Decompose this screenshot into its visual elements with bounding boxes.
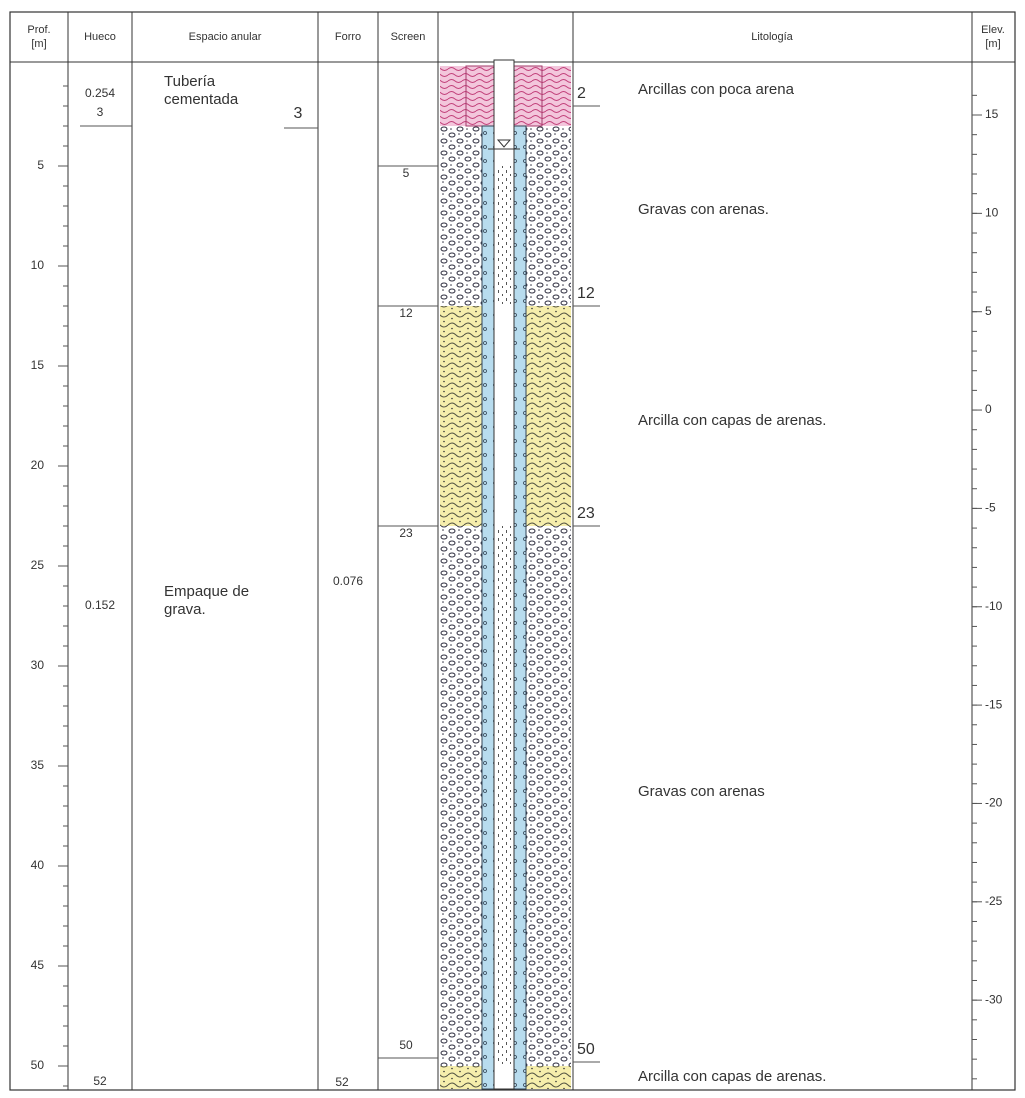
gravel-pack [513, 125, 527, 1090]
screen-depth: 5 [403, 166, 410, 180]
elevation-tick-label: 10 [985, 206, 999, 220]
depth-tick-label: 30 [31, 658, 45, 672]
hole-depth: 3 [97, 105, 104, 119]
hole-diameter: 0.152 [85, 598, 115, 612]
lithology-label: Arcilla con capas de arenas. [638, 1068, 826, 1085]
header-label: Litología [751, 31, 793, 43]
screen-depth: 12 [399, 306, 413, 320]
column-rules [67, 12, 973, 1090]
frame [9, 11, 1016, 1091]
depth-tick-label: 50 [31, 1058, 45, 1072]
elevation-tick-label: -30 [985, 992, 1003, 1006]
boundary-depth: 12 [577, 285, 595, 302]
depth-tick-label: 5 [37, 158, 44, 172]
header-unit: [m] [985, 38, 1000, 50]
header-label: Hueco [84, 31, 116, 43]
elevation-tick-label: -5 [985, 501, 996, 515]
elevation-tick-label: 5 [985, 304, 992, 318]
screen-depth: 23 [399, 526, 413, 540]
depth-tick-label: 20 [31, 458, 45, 472]
lithology-label: Arcillas con poca arena [638, 81, 795, 98]
depth-tick-label: 15 [31, 358, 45, 372]
elevation-tick-label: 15 [985, 107, 999, 121]
screen-depth: 50 [399, 1038, 413, 1052]
header-label: Prof. [27, 24, 50, 36]
hole-diameter: 0.254 [85, 86, 115, 100]
lithology-label: Gravas con arenas [638, 783, 765, 800]
elevation-tick-label: -20 [985, 796, 1003, 810]
screen-section [497, 166, 511, 306]
boundary-depth: 23 [577, 505, 595, 522]
annulus-label: grava. [164, 601, 206, 618]
elevation-tick-label: -25 [985, 894, 1003, 908]
annulus-label: Empaque de [164, 583, 249, 600]
depth-tick-label: 25 [31, 558, 45, 572]
lithology-label: Gravas con arenas. [638, 201, 769, 218]
depth-tick-label: 45 [31, 958, 45, 972]
header-label: Forro [335, 31, 361, 43]
header-label: Elev. [981, 24, 1005, 36]
lithology-label: Arcilla con capas de arenas. [638, 412, 826, 429]
casing-depth: 52 [335, 1075, 349, 1089]
casing-diameter: 0.076 [333, 574, 363, 588]
water-level [496, 139, 512, 148]
hole-depth: 52 [93, 1074, 107, 1088]
depth-tick-label: 10 [31, 258, 45, 272]
boundary-depth: 2 [577, 85, 586, 102]
boundary-depth: 50 [577, 1041, 595, 1058]
annulus-label: cementada [164, 91, 239, 108]
gravel-pack [481, 125, 495, 1090]
screen-section [497, 526, 511, 1066]
header-unit: [m] [31, 38, 46, 50]
annulus-depth: 3 [294, 105, 303, 122]
depth-tick-label: 35 [31, 758, 45, 772]
header-label: Screen [391, 31, 426, 43]
annulus-label: Tubería [164, 73, 216, 90]
elevation-tick-label: 0 [985, 402, 992, 416]
depth-tick-label: 40 [31, 858, 45, 872]
elevation-tick-label: -10 [985, 599, 1003, 613]
elevation-tick-label: -15 [985, 697, 1003, 711]
header-label: Espacio anular [189, 31, 262, 43]
